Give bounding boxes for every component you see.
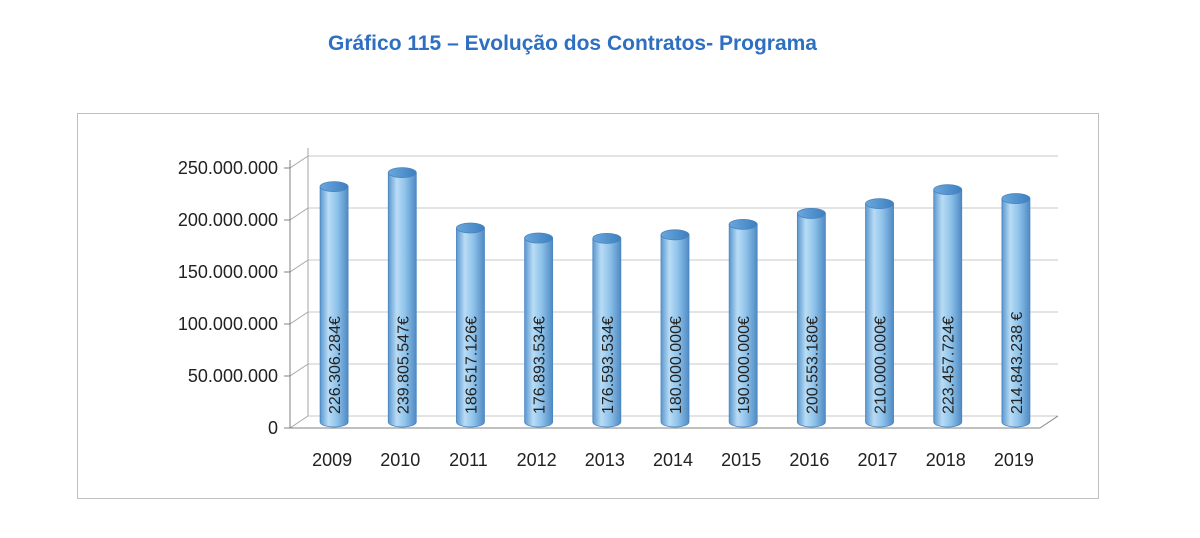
bar-top [933,184,963,196]
y-tick-label: 50.000.000 [188,366,278,386]
data-label: 176.593.534€ [600,316,617,414]
x-tick-label: 2018 [926,450,966,470]
bar-body [524,237,554,428]
bar-top [728,218,758,230]
bar-body [592,237,622,428]
x-tick-label: 2011 [449,450,488,470]
bar-body [728,224,758,428]
bar-top [319,181,349,193]
bar [865,198,894,428]
x-tick-label: 2019 [994,450,1034,470]
bar [524,232,554,428]
bar-body [1001,198,1031,428]
y-tick-label: 100.000.000 [178,314,278,334]
data-label: 186.517.126€ [463,316,480,414]
x-tick-label: 2010 [380,450,420,470]
x-tick-label: 2015 [721,450,761,470]
x-tick-label: 2013 [585,450,625,470]
bar [592,232,622,428]
grid-diagonal [289,311,309,325]
y-tick-label: 0 [268,418,278,438]
data-label: 226.306.284€ [327,316,344,414]
data-label: 190.000.000€ [736,316,753,414]
data-label: 176.893.534€ [532,316,549,414]
bar-top [1001,193,1031,204]
grid-diagonal [289,363,309,377]
y-tick-label: 250.000.000 [178,158,278,178]
axes-layer: 0 50.000.000 100.000.000 150.000.000 200.000… [178,148,1059,438]
floor-edge [1039,415,1059,429]
bar-top [456,222,485,234]
bar [796,208,826,428]
x-tick-label: 2017 [858,450,898,470]
bar-top [387,167,417,179]
grid-diagonal [289,155,309,169]
bar-body [387,172,417,428]
bar [660,229,690,428]
chart-title: Gráfico 115 – Evolução dos Contratos- Pr… [328,32,817,55]
bar-body [660,234,690,428]
bar-top [524,232,554,244]
grid-diagonal [289,259,309,273]
x-tick-label: 2016 [789,450,829,470]
data-label: 210.000.000€ [873,316,890,414]
bar-body [865,203,894,428]
data-label: 223.457.724€ [941,316,958,414]
data-label: 200.553.180€ [804,316,821,414]
x-tick-label: 2014 [653,450,693,470]
bar-body [796,213,826,428]
y-tick-label: 150.000.000 [178,262,278,282]
bar-body [456,227,485,428]
bar-body [933,189,963,428]
bar [319,181,349,428]
bar-body [319,186,349,428]
bar-top [660,229,690,241]
bars-layer [319,167,1031,428]
data-label: 239.805.547€ [395,316,412,414]
bar-top [592,232,622,244]
y-tick-label: 200.000.000 [178,210,278,230]
x-tick-label: 2009 [312,450,352,470]
data-label: 180.000.000€ [668,316,685,414]
bar [387,167,417,428]
bar [456,222,485,428]
data-label: 214.843.238 € [1009,312,1026,414]
bar-top [796,208,826,219]
chart-frame [77,113,1099,499]
grid-diagonal [289,415,309,429]
grid-diagonal [289,207,309,221]
x-tick-label: 2012 [517,450,557,470]
bar [1001,193,1031,428]
bar-top [865,198,894,210]
bar [933,184,963,428]
bar [728,218,758,428]
labels-layer: 226.306.284€ 2009 239.805.547€ 2010 186.517.… [312,312,1034,470]
